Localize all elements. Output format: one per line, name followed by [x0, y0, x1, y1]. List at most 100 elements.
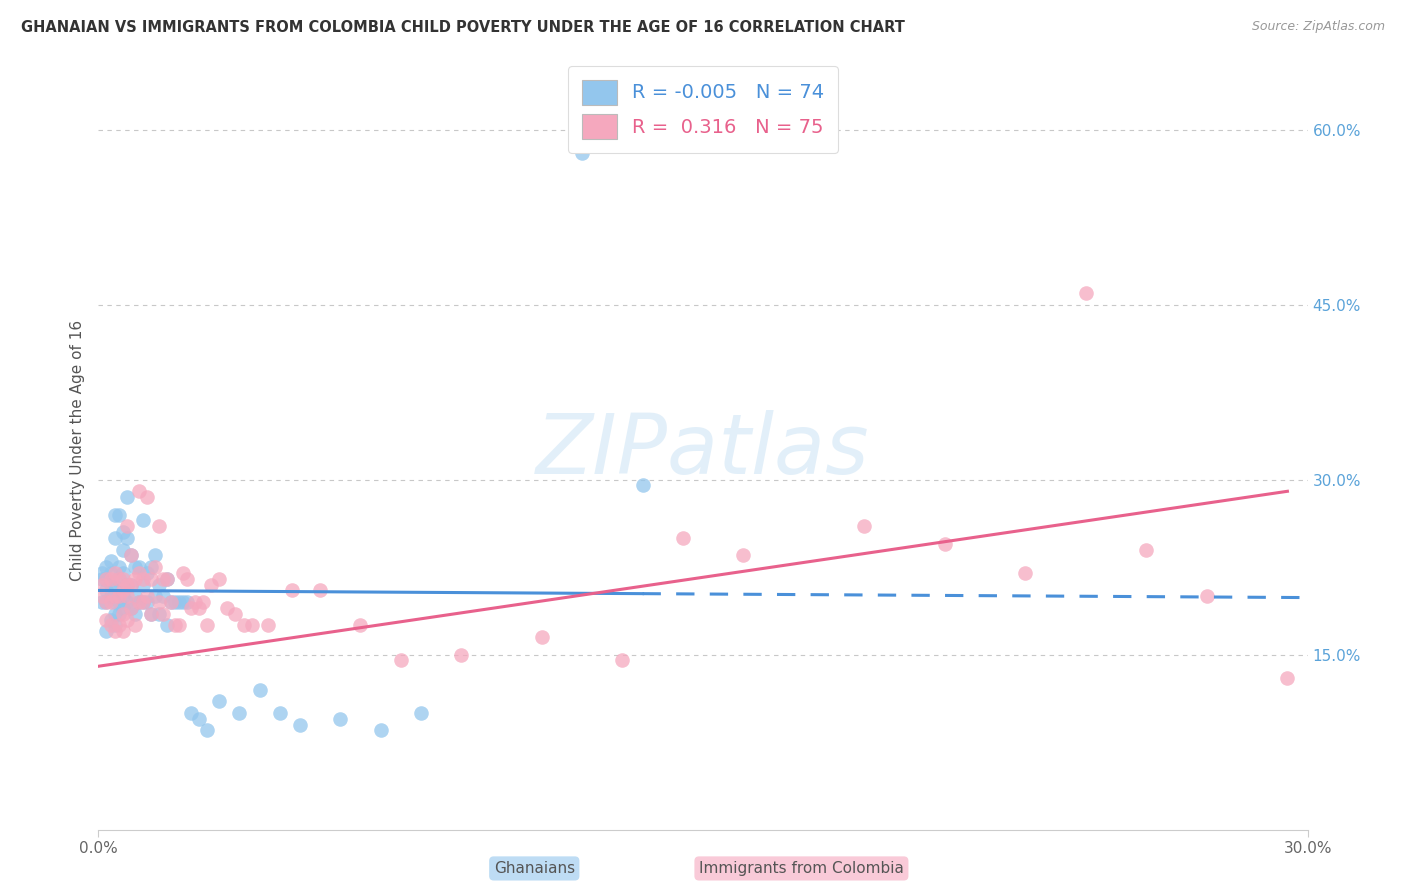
Point — [152, 607, 174, 621]
Point — [143, 560, 166, 574]
Point — [107, 589, 129, 603]
Point — [100, 577, 122, 591]
Text: Ghanaians: Ghanaians — [494, 861, 575, 876]
Point — [100, 589, 122, 603]
Point — [349, 618, 371, 632]
Point — [450, 648, 472, 662]
Point — [571, 146, 593, 161]
Point — [135, 589, 157, 603]
Point — [96, 613, 118, 627]
Point — [111, 572, 134, 586]
Point — [111, 525, 134, 540]
Point — [132, 595, 155, 609]
Point — [853, 519, 876, 533]
Point — [160, 595, 183, 609]
Point — [188, 712, 211, 726]
Text: Source: ZipAtlas.com: Source: ZipAtlas.com — [1251, 20, 1385, 33]
Point — [249, 682, 271, 697]
Point — [100, 566, 122, 580]
Point — [103, 595, 125, 609]
Point — [91, 572, 114, 586]
Point — [128, 595, 150, 609]
Point — [111, 589, 134, 603]
Point — [96, 595, 118, 609]
Point — [176, 572, 198, 586]
Point — [100, 618, 122, 632]
Point — [193, 595, 215, 609]
Point — [409, 706, 432, 720]
Point — [107, 508, 129, 522]
Point — [530, 630, 553, 644]
Point — [631, 478, 654, 492]
Point — [115, 519, 138, 533]
Point — [120, 577, 142, 591]
Point — [389, 653, 412, 667]
Point — [115, 577, 138, 591]
Point — [139, 572, 162, 586]
Point — [172, 595, 194, 609]
Point — [96, 560, 118, 574]
Point — [228, 706, 250, 720]
Point — [167, 618, 190, 632]
Point — [120, 601, 142, 615]
Point — [103, 624, 125, 639]
Point — [100, 572, 122, 586]
Point — [1014, 566, 1036, 580]
Point — [103, 589, 125, 603]
Point — [143, 589, 166, 603]
Point — [128, 560, 150, 574]
Point — [91, 595, 114, 609]
Point — [124, 560, 146, 574]
Point — [91, 589, 114, 603]
Point — [309, 583, 332, 598]
Point — [195, 723, 218, 738]
Point — [139, 607, 162, 621]
Point — [200, 577, 222, 591]
Point — [124, 589, 146, 603]
Point — [96, 572, 118, 586]
Point — [132, 577, 155, 591]
Point — [91, 577, 114, 591]
Point — [103, 508, 125, 522]
Legend: R = -0.005   N = 74, R =  0.316   N = 75: R = -0.005 N = 74, R = 0.316 N = 75 — [568, 66, 838, 153]
Point — [100, 613, 122, 627]
Point — [115, 577, 138, 591]
Point — [135, 490, 157, 504]
Point — [163, 595, 186, 609]
Point — [111, 542, 134, 557]
Text: Immigrants from Colombia: Immigrants from Colombia — [699, 861, 904, 876]
Point — [148, 607, 170, 621]
Point — [232, 618, 254, 632]
Text: ZIPatlas: ZIPatlas — [536, 410, 870, 491]
Point — [120, 601, 142, 615]
Point — [107, 607, 129, 621]
Point — [124, 618, 146, 632]
Point — [100, 554, 122, 568]
Point — [143, 549, 166, 563]
Point — [124, 607, 146, 621]
Point — [148, 519, 170, 533]
Point — [107, 589, 129, 603]
Point — [115, 613, 138, 627]
Point — [180, 601, 202, 615]
Point — [96, 572, 118, 586]
Point — [91, 566, 114, 580]
Point — [120, 549, 142, 563]
Point — [156, 572, 179, 586]
Point — [148, 595, 170, 609]
Point — [103, 607, 125, 621]
Point — [1074, 285, 1097, 300]
Point — [1277, 671, 1299, 685]
Point — [612, 653, 634, 667]
Point — [111, 601, 134, 615]
Point — [224, 607, 246, 621]
Point — [152, 572, 174, 586]
Point — [135, 595, 157, 609]
Point — [132, 513, 155, 527]
Point — [132, 595, 155, 609]
Point — [128, 484, 150, 499]
Point — [281, 583, 304, 598]
Point — [115, 595, 138, 609]
Point — [148, 577, 170, 591]
Point — [111, 624, 134, 639]
